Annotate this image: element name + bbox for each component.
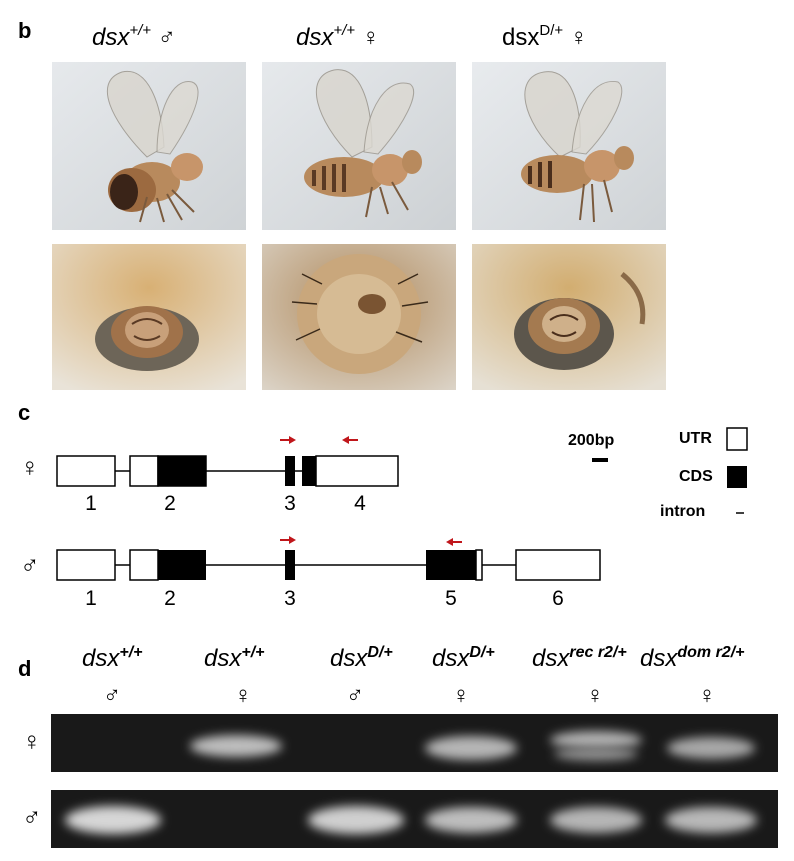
fly-photo-male-wildtype bbox=[52, 62, 246, 230]
gel-female-transcript bbox=[51, 714, 778, 772]
female-exon-2-cds bbox=[157, 455, 207, 487]
lane-sex-2: ♀ bbox=[234, 682, 252, 709]
female-exon-2-utr bbox=[129, 455, 159, 487]
lane-label-1: dsx+/+ bbox=[82, 644, 143, 672]
legend-cds-label: CDS bbox=[679, 468, 713, 485]
lane-label-3: dsxD/+ bbox=[330, 644, 393, 672]
gel-band-male-lane-1 bbox=[65, 806, 161, 834]
male-exon-number-6: 6 bbox=[552, 587, 564, 610]
male-exon-1-utr bbox=[56, 549, 116, 581]
genitalia-photo-female-dsxD bbox=[472, 244, 666, 390]
lane-label-2: dsx+/+ bbox=[204, 644, 265, 672]
male-exon-3-cds bbox=[285, 550, 295, 580]
genitalia-photo-female-wildtype bbox=[262, 244, 456, 390]
gel-band-female-lane-4 bbox=[425, 736, 517, 760]
female-exon-4-cds bbox=[302, 456, 316, 486]
lane-sex-6: ♀ bbox=[698, 682, 716, 709]
female-exon-4-utr bbox=[315, 455, 399, 487]
female-forward-primer-arrow bbox=[280, 436, 296, 444]
male-exon-2-cds bbox=[158, 550, 206, 580]
legend-utr-box bbox=[726, 427, 748, 451]
female-transcript bbox=[56, 436, 399, 487]
gel-row-male-symbol: ♂ bbox=[22, 802, 42, 832]
lane-label-5: dsxrec r2/+ bbox=[532, 644, 627, 672]
lane-sex-4: ♀ bbox=[452, 682, 470, 709]
male-exon-number-3: 3 bbox=[284, 587, 296, 610]
scale-bar bbox=[592, 458, 608, 462]
lane-sex-1: ♂ bbox=[103, 682, 121, 709]
legend-cds-box bbox=[727, 466, 747, 488]
male-reverse-primer-arrow bbox=[446, 538, 462, 546]
female-symbol-c: ♀ bbox=[20, 452, 40, 482]
gel-band-male-lane-6 bbox=[665, 807, 757, 833]
male-exon-number-2: 2 bbox=[164, 587, 176, 610]
gel-band-male-lane-5 bbox=[550, 807, 642, 833]
male-transcript bbox=[56, 536, 601, 581]
male-exon-number-1: 1 bbox=[85, 587, 97, 610]
male-exon-6-utr bbox=[515, 549, 601, 581]
gel-band-female-lane-5-lower bbox=[554, 747, 638, 761]
gel-band-female-lane-6 bbox=[667, 737, 755, 759]
scale-label: 200bp bbox=[568, 432, 615, 449]
gene-structure-diagram bbox=[56, 427, 748, 581]
male-exon-5-utr bbox=[475, 549, 483, 581]
gel-band-male-lane-4 bbox=[425, 807, 517, 833]
genotype-label-b2: dsx+/+ ♀ bbox=[296, 22, 380, 51]
female-reverse-primer-arrow bbox=[342, 436, 358, 444]
panel-letter-c: c bbox=[18, 400, 31, 425]
genitalia-photo-male-wildtype bbox=[52, 244, 246, 390]
male-exon-2-utr bbox=[129, 549, 159, 581]
female-exon-number-4: 4 bbox=[354, 492, 366, 515]
panel-letter-d: d bbox=[18, 656, 32, 681]
female-exon-3-cds bbox=[285, 456, 295, 486]
gel-band-female-lane-5-upper bbox=[550, 731, 642, 749]
female-exon-number-2: 2 bbox=[164, 492, 176, 515]
legend-utr-label: UTR bbox=[679, 430, 712, 447]
gel-band-male-lane-3 bbox=[308, 806, 404, 834]
male-exon-5-cds bbox=[426, 550, 476, 580]
lane-label-4: dsxD/+ bbox=[432, 644, 495, 672]
genotype-label-b1: dsx+/+ ♂ bbox=[92, 22, 176, 51]
lane-sex-3: ♂ bbox=[346, 682, 364, 709]
female-exon-number-3: 3 bbox=[284, 492, 296, 515]
male-symbol-c: ♂ bbox=[20, 550, 40, 580]
female-exon-1-utr bbox=[56, 455, 116, 487]
legend-intron-label: intron bbox=[660, 503, 706, 520]
gel-male-transcript bbox=[51, 790, 778, 848]
fly-photo-female-wildtype bbox=[262, 62, 456, 230]
female-exon-number-1: 1 bbox=[85, 492, 97, 515]
lane-label-6: dsxdom r2/+ bbox=[640, 644, 745, 672]
male-exon-number-5: 5 bbox=[445, 587, 457, 610]
male-forward-primer-arrow bbox=[280, 536, 296, 544]
lane-sex-5: ♀ bbox=[586, 682, 604, 709]
gel-row-female-symbol: ♀ bbox=[22, 726, 42, 756]
genotype-label-b3: dsxD/+ ♀ bbox=[502, 22, 588, 51]
panel-letter-b: b bbox=[18, 18, 32, 43]
fly-photo-female-dsxD bbox=[472, 62, 666, 230]
gel-band-female-lane-2 bbox=[190, 735, 282, 757]
